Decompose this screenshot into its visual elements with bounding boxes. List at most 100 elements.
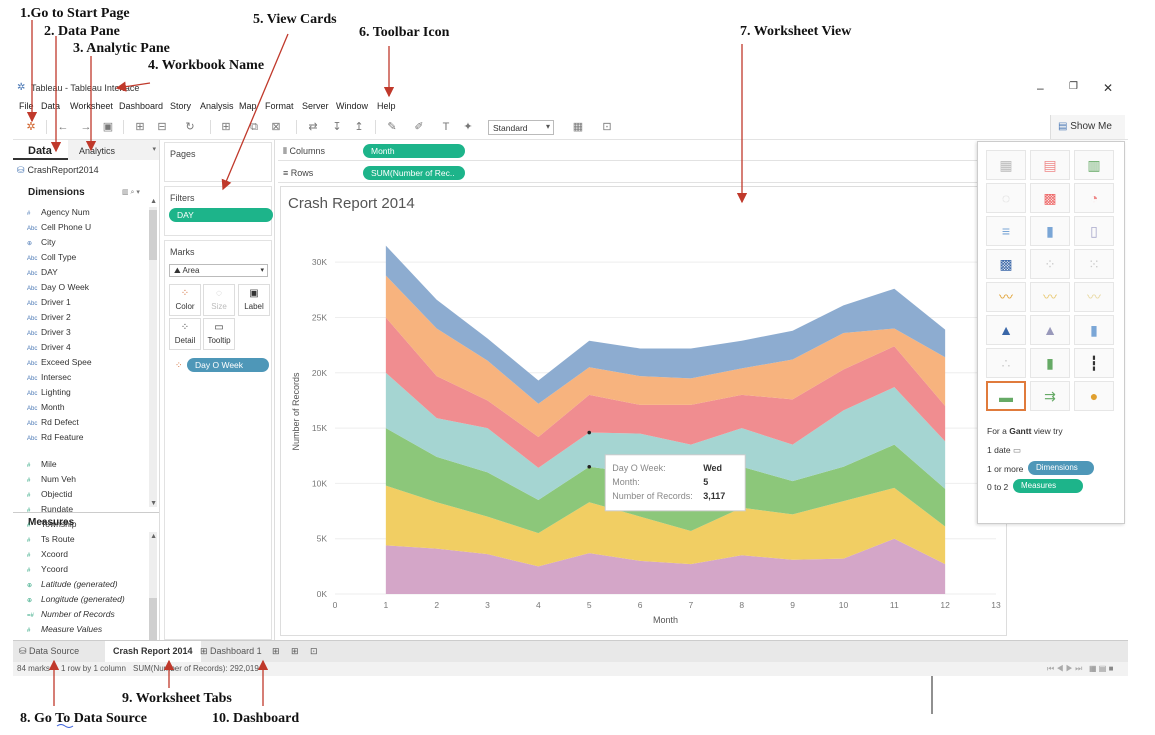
chart-type-option[interactable]: ∴ xyxy=(986,348,1026,378)
fit-select[interactable]: Standard ▾ xyxy=(488,120,554,135)
tab-analytics[interactable]: Analytics ▾ xyxy=(68,140,159,160)
field-item[interactable]: Abc Day O Week xyxy=(27,282,89,297)
tab-data-source[interactable]: ⛁ Data Source xyxy=(19,646,80,656)
field-item[interactable]: # Ycoord xyxy=(27,564,68,579)
menu-file[interactable]: File xyxy=(19,101,34,111)
duplicate-sheet-icon[interactable]: ⧉ xyxy=(250,121,258,133)
field-item[interactable]: Abc Driver 1 xyxy=(27,297,71,312)
field-item[interactable]: Abc Driver 3 xyxy=(27,327,71,342)
menu-worksheet[interactable]: Worksheet xyxy=(70,101,113,111)
chart-type-option[interactable]: ▲ xyxy=(1030,315,1070,345)
tab-data[interactable]: Data xyxy=(13,140,68,160)
field-item[interactable]: # Township xyxy=(27,519,76,534)
size-button[interactable]: ◌ Size xyxy=(203,284,235,316)
field-item[interactable]: Abc Exceed Spee xyxy=(27,357,92,372)
mark-type-select[interactable]: ⛰ Area ▾ xyxy=(169,264,268,277)
group-icon[interactable]: ✐ xyxy=(414,121,424,133)
scroll-up-icon[interactable]: ▲ xyxy=(150,533,157,540)
field-item[interactable]: Abc Cell Phone U xyxy=(27,222,91,237)
rows-pill-sum-records[interactable]: SUM(Number of Rec.. xyxy=(363,166,465,180)
dimensions-scrollbar[interactable] xyxy=(149,207,157,507)
menu-format[interactable]: Format xyxy=(265,101,294,111)
chart-type-option[interactable]: ▩ xyxy=(986,249,1026,279)
rows-shelf[interactable]: ≡ Rows SUM(Number of Rec.. xyxy=(278,163,978,183)
menu-map[interactable]: Map xyxy=(239,101,257,111)
field-item[interactable]: # Agency Num xyxy=(27,207,90,222)
field-item[interactable]: # Mile xyxy=(27,459,57,474)
menu-analysis[interactable]: Analysis xyxy=(200,101,234,111)
undo-icon[interactable]: ← xyxy=(57,121,69,133)
minimize-button[interactable]: – xyxy=(1037,81,1044,95)
refresh-icon[interactable]: ↻ xyxy=(185,121,195,133)
chart-type-option[interactable]: ◌ xyxy=(986,183,1026,213)
field-item[interactable]: Abc Intersec xyxy=(27,372,71,387)
chart-type-option[interactable]: ▲ xyxy=(986,315,1026,345)
chart-type-option[interactable]: 〰 xyxy=(986,282,1026,312)
menu-story[interactable]: Story xyxy=(170,101,192,111)
chart-type-option[interactable]: 〰 xyxy=(1074,282,1114,312)
field-item[interactable]: Abc DAY xyxy=(27,267,58,282)
sheet-navigation-icon[interactable]: ⏮ ◀ ▶ ⏭ xyxy=(1047,664,1083,673)
field-item[interactable]: # Ts Route xyxy=(27,534,75,549)
detail-button[interactable]: ⁘ Detail xyxy=(169,318,201,350)
start-page-icon[interactable]: ✲ xyxy=(26,121,36,133)
show-labels-icon[interactable]: T xyxy=(442,121,450,133)
scroll-up-icon[interactable]: ▲ xyxy=(150,198,157,205)
chart-type-option[interactable]: ▮ xyxy=(1030,216,1070,246)
field-item[interactable]: Abc Driver 4 xyxy=(27,342,71,357)
new-story-tab-icon[interactable]: ⊡ xyxy=(310,646,318,656)
field-item[interactable]: # Xcoord xyxy=(27,549,68,564)
columns-shelf[interactable]: ⦀ Columns Month xyxy=(278,141,978,161)
chart-type-option[interactable]: ≡ xyxy=(986,216,1026,246)
field-item[interactable]: ⊕ City xyxy=(27,237,56,252)
label-button[interactable]: ▣ Label xyxy=(238,284,270,316)
chart-type-option[interactable]: ● xyxy=(1074,381,1114,411)
filter-pill-day[interactable]: DAY xyxy=(169,208,273,222)
dimensions-scroll-thumb[interactable] xyxy=(149,210,157,260)
chart-type-option[interactable]: ▮ xyxy=(1030,348,1070,378)
field-item[interactable]: Abc Month xyxy=(27,402,65,417)
chart-type-option[interactable]: ▯ xyxy=(1074,216,1114,246)
pages-card[interactable]: Pages xyxy=(164,142,272,182)
field-item[interactable]: =# Number of Records xyxy=(27,609,115,624)
new-worksheet-tab-icon[interactable]: ⊞ xyxy=(272,646,280,656)
chart-type-option[interactable]: ▬ xyxy=(986,381,1026,411)
field-item[interactable]: Abc Rd Feature xyxy=(27,432,84,447)
menu-server[interactable]: Server xyxy=(302,101,329,111)
dimensions-tools[interactable]: ▥ ⌕ ▾ xyxy=(122,189,140,196)
field-item[interactable]: ⊕ Longitude (generated) xyxy=(27,594,125,609)
tab-crash-report-2014[interactable]: Crash Report 2014 xyxy=(105,641,201,663)
filters-card[interactable]: Filters DAY xyxy=(164,186,273,236)
color-pill-day-o-week[interactable]: Day O Week xyxy=(187,358,269,372)
menu-help[interactable]: Help xyxy=(377,101,396,111)
show-me-button[interactable]: ▤ Show Me xyxy=(1050,115,1125,139)
chart-type-option[interactable]: ⁙ xyxy=(1074,249,1114,279)
field-item[interactable]: # Num Veh xyxy=(27,474,76,489)
chart-type-option[interactable]: ▦ xyxy=(986,150,1026,180)
menu-dashboard[interactable]: Dashboard xyxy=(119,101,164,111)
menu-window[interactable]: Window xyxy=(336,101,369,111)
menu-data[interactable]: Data xyxy=(41,101,61,111)
worksheet-view[interactable]: Crash Report 2014 0K 5K 10K 15K 20K 25K 30K 0 1 2 3… xyxy=(280,186,1007,636)
sheet-sorter-icon[interactable]: ▦ ▤ ■ xyxy=(1089,664,1114,673)
chart-type-option[interactable]: ▮ xyxy=(1074,315,1114,345)
tab-dashboard-1[interactable]: ⊞ Dashboard 1 xyxy=(200,646,262,656)
chart-type-option[interactable]: ◔ xyxy=(1074,183,1114,213)
presentation-mode-icon[interactable]: ⊡ xyxy=(602,121,612,133)
columns-pill-month[interactable]: Month xyxy=(363,144,465,158)
field-item[interactable]: # Measure Values xyxy=(27,624,102,639)
chart-type-option[interactable]: 〰 xyxy=(1030,282,1070,312)
sort-ascending-icon[interactable]: ↧ xyxy=(332,121,342,133)
swap-rows-columns-icon[interactable]: ⇄ xyxy=(308,121,318,133)
new-data-source-icon[interactable]: ⊞ xyxy=(135,121,145,133)
field-item[interactable]: Abc Driver 2 xyxy=(27,312,71,327)
chart-type-option[interactable]: ▤ xyxy=(1030,150,1070,180)
color-button[interactable]: ⁘ Color xyxy=(169,284,201,316)
field-item[interactable]: Abc Rd Defect xyxy=(27,417,79,432)
redo-icon[interactable]: → xyxy=(80,121,92,133)
fix-axes-icon[interactable]: ✦ xyxy=(463,121,473,133)
save-icon[interactable]: ▣ xyxy=(102,121,114,133)
field-item[interactable]: Abc Lighting xyxy=(27,387,71,402)
field-item[interactable]: # Objectid xyxy=(27,489,72,504)
chart-type-option[interactable]: ┇ xyxy=(1074,348,1114,378)
